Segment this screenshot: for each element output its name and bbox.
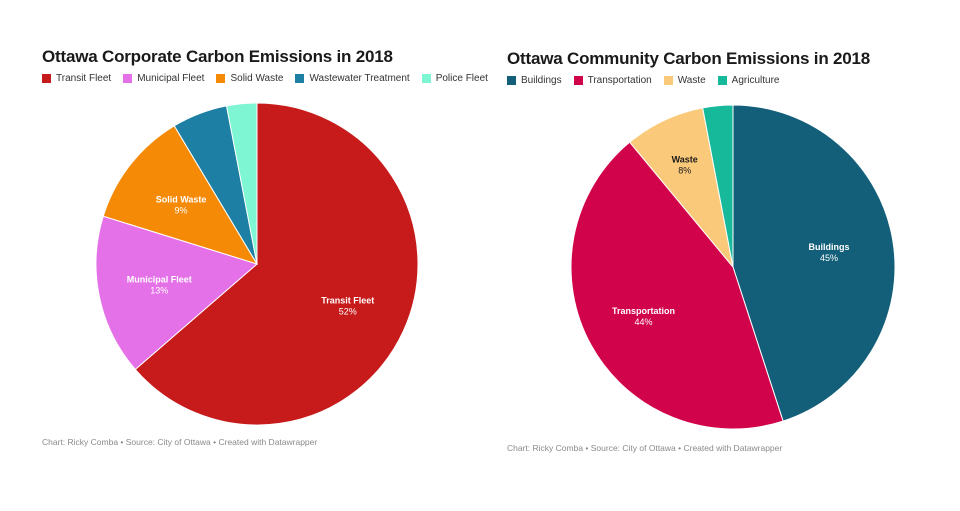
legend-item-police-fleet: Police Fleet <box>421 73 488 84</box>
slice-value-municipal-fleet: 13% <box>150 285 168 295</box>
legend-label: Waste <box>677 75 706 86</box>
pie-slice-police-fleet <box>225 102 258 265</box>
corporate-chart-panel: Ottawa Corporate Carbon Emissions in 201… <box>42 47 488 447</box>
legend-swatch <box>421 74 431 83</box>
legend-swatch <box>123 74 133 83</box>
legend-swatch <box>663 76 673 85</box>
slice-label-buildings: Buildings <box>809 242 850 252</box>
chart-legend: Transit Fleet Municipal Fleet Solid Waste W… <box>42 73 500 84</box>
legend-item-waste: Waste <box>663 75 706 86</box>
chart-legend: Buildings Transportation Waste Agriculture <box>507 75 791 86</box>
legend-item-agriculture: Agriculture <box>717 75 780 86</box>
slice-label-waste: Waste <box>672 154 698 164</box>
legend-swatch <box>42 74 51 83</box>
legend-item-solid-waste: Solid Waste <box>216 73 283 84</box>
chart-source: Chart: Ricky Comba • Source: City of Ott… <box>42 437 318 447</box>
slice-label-solid-waste: Solid Waste <box>156 194 207 204</box>
legend-label: Police Fleet <box>435 73 488 84</box>
legend-label: Wastewater Treatment <box>309 73 410 84</box>
slice-value-waste: 8% <box>678 165 691 175</box>
chart-source: Chart: Ricky Comba • Source: City of Ott… <box>507 443 783 453</box>
legend-label: Solid Waste <box>230 73 284 84</box>
pie-slice-agriculture <box>702 104 734 268</box>
legend-label: Transit Fleet <box>56 73 112 84</box>
legend-item-wastewater-treatment: Wastewater Treatment <box>295 73 410 84</box>
slice-value-buildings: 45% <box>820 253 838 263</box>
slice-label-municipal-fleet: Municipal Fleet <box>127 274 192 284</box>
legend-label: Agriculture <box>731 75 780 86</box>
legend-item-transit-fleet: Transit Fleet <box>42 73 111 84</box>
legend-item-buildings: Buildings <box>507 75 562 86</box>
legend-label: Municipal Fleet <box>137 73 205 84</box>
legend-swatch <box>507 76 516 85</box>
legend-label: Buildings <box>521 75 562 86</box>
legend-swatch <box>216 74 226 83</box>
chart-title: Ottawa Corporate Carbon Emissions in 201… <box>42 47 393 66</box>
pie-slice-transit-fleet <box>134 102 419 426</box>
pie-slice-transportation <box>570 141 784 430</box>
community-chart-panel: Ottawa Community Carbon Emissions in 201… <box>480 0 960 511</box>
legend-swatch <box>295 74 305 83</box>
slice-value-solid-waste: 9% <box>175 205 188 215</box>
pie-slice-municipal-fleet <box>95 215 259 371</box>
slice-value-transit-fleet: 52% <box>339 306 357 316</box>
legend-item-transportation: Transportation <box>573 75 652 86</box>
legend-swatch <box>717 76 727 85</box>
pie-slice-buildings <box>732 104 896 422</box>
pie-slice-solid-waste <box>102 125 259 265</box>
legend-label: Transportation <box>587 75 652 86</box>
legend-item-municipal-fleet: Municipal Fleet <box>123 73 204 84</box>
slice-label-transit-fleet: Transit Fleet <box>321 295 374 305</box>
slice-value-transportation: 44% <box>635 317 653 327</box>
legend-swatch <box>573 76 583 85</box>
chart-title: Ottawa Community Carbon Emissions in 201… <box>507 49 871 68</box>
slice-label-transportation: Transportation <box>612 306 675 316</box>
